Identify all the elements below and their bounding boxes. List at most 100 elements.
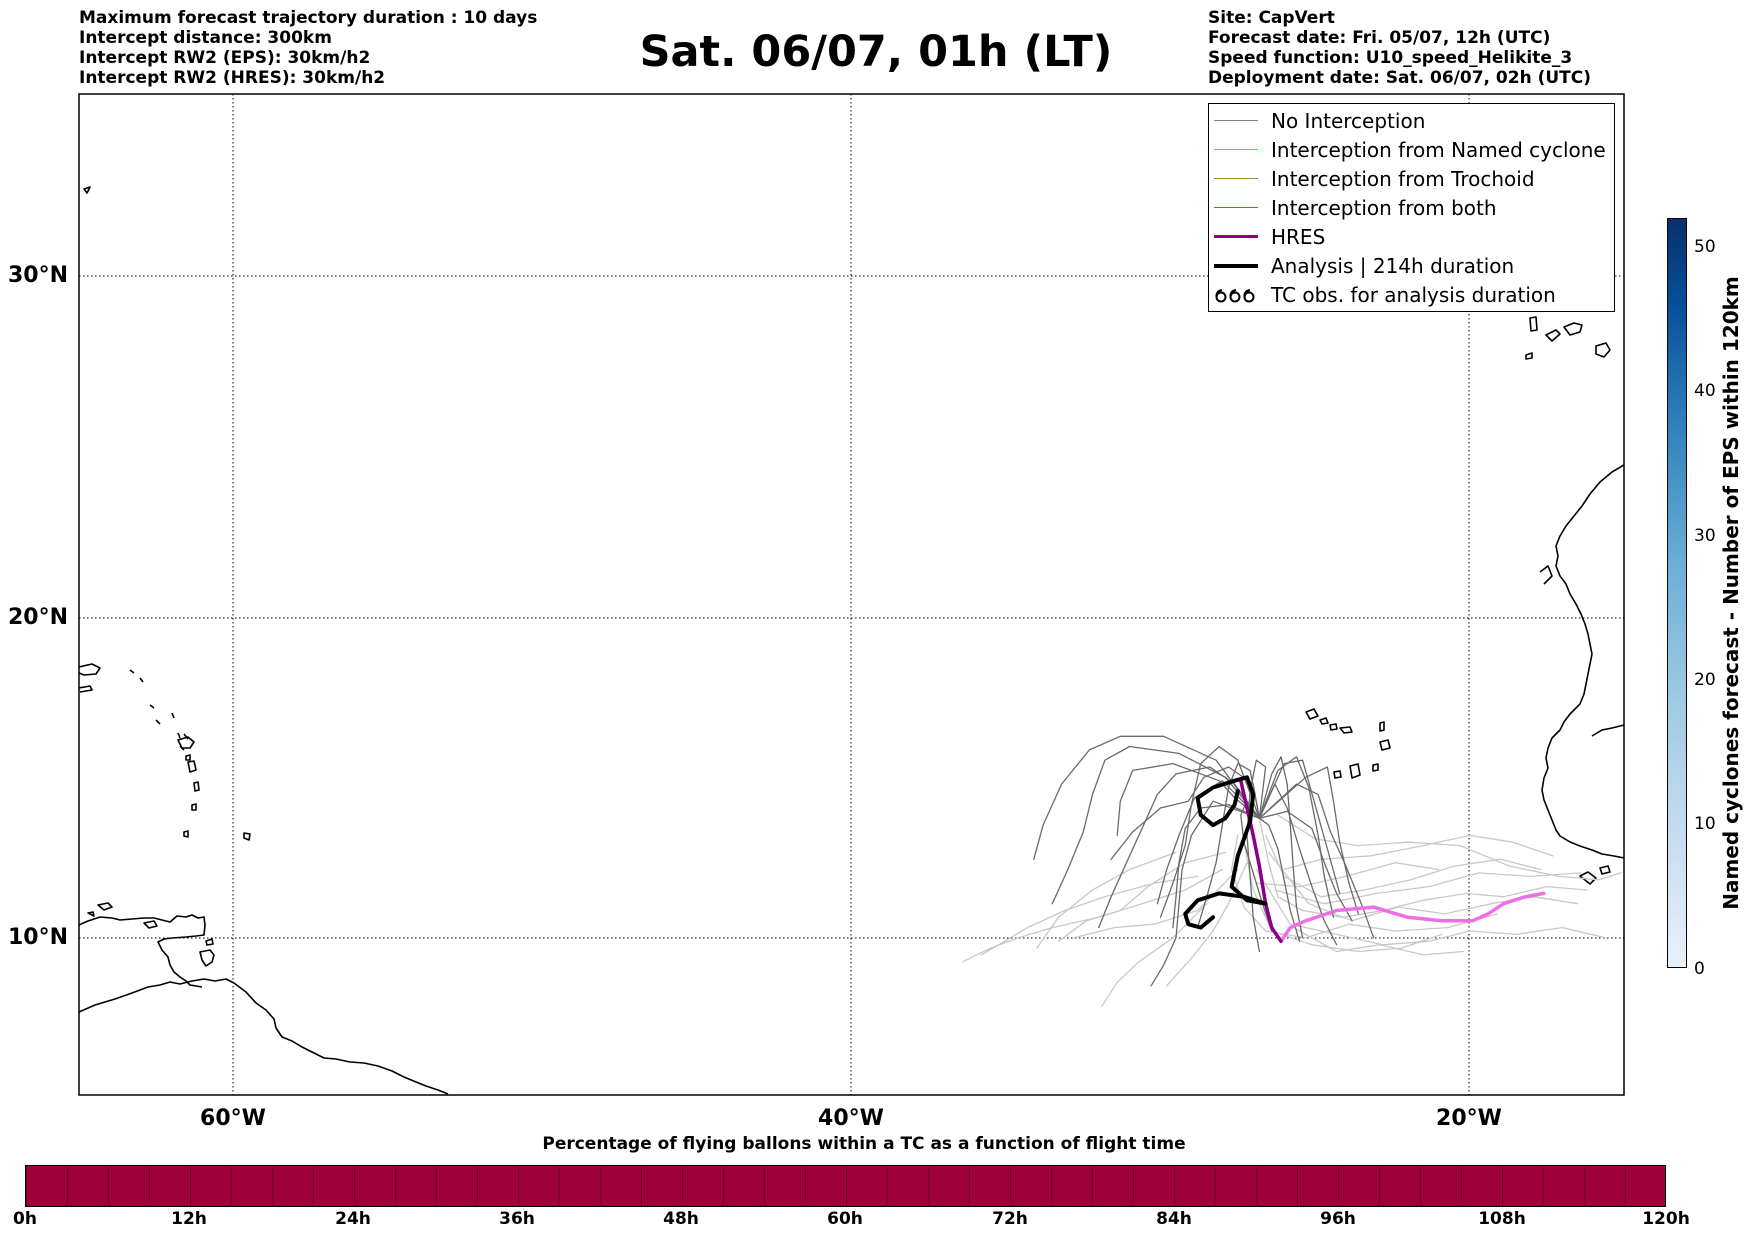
colorbar-right-tick: 10 [1694, 814, 1716, 834]
colorbar-right-tick: 40 [1694, 381, 1716, 401]
lon-label-60w: 60°W [200, 1106, 266, 1131]
coastline-canary-gran-canaria [1595, 342, 1611, 358]
coastline-pr [79, 663, 101, 676]
coastline-vi [79, 685, 93, 693]
coastline-canary-gomera [1525, 352, 1533, 360]
legend-label: Analysis | 214h duration [1271, 254, 1515, 278]
coastline-cv-sao-nicolau [1339, 726, 1353, 734]
header-line: Forecast date: Fri. 05/07, 12h (UTC) [1208, 28, 1551, 48]
dark-trajectory-line [1258, 766, 1359, 915]
coastline-canary-tenerife [1529, 316, 1538, 332]
dark-trajectory-line [1258, 783, 1375, 939]
light-trajectory-line [1230, 834, 1498, 939]
coastline-bermuda [83, 186, 91, 194]
lon-label-20w: 20°W [1436, 1106, 1502, 1131]
colorbar-right-tick: 30 [1694, 526, 1716, 546]
coastline-st-vincent [191, 803, 197, 811]
coastline-margarita [143, 920, 158, 929]
coastline-guadeloupe [177, 736, 195, 749]
hres-head-line [1239, 778, 1283, 944]
colorbar-bottom-tick: 72h [992, 1209, 1028, 1229]
coastline-tobago [205, 938, 214, 946]
light-trajectory-line [1101, 903, 1208, 1007]
coastline-cv-maio [1372, 763, 1379, 772]
colorbar-bottom-tick: 12h [171, 1209, 207, 1229]
dark-trajectory-line [1258, 756, 1304, 939]
colorbar-bottom-tick: 84h [1156, 1209, 1192, 1229]
colorbar-right [1667, 218, 1687, 968]
legend-label: Interception from Named cyclone [1271, 138, 1606, 162]
dark-trajectory-line [1258, 817, 1301, 942]
coastline-africa [1541, 464, 1624, 859]
coastline-curacao [97, 902, 113, 911]
colorbar-bottom-tick: 24h [335, 1209, 371, 1229]
legend-label: TC obs. for analysis duration [1271, 283, 1556, 307]
coastline-cv-sao-vicente [1319, 717, 1329, 725]
colorbar-bottom-tick: 120h [1642, 1209, 1690, 1229]
legend-item-named-cyclone: Interception from Named cyclone [1209, 137, 1614, 163]
light-trajectory-line [1243, 841, 1443, 953]
coastline-barbados [243, 832, 251, 841]
dark-trajectory-line [1159, 745, 1261, 918]
hres-tail-line [1279, 891, 1546, 944]
map-frame [78, 93, 1625, 1096]
graticule [79, 94, 1624, 1095]
coastline-cv-santo-antao [1305, 708, 1319, 720]
legend-item-trochoid: Interception from Trochoid [1209, 166, 1614, 192]
colorbar-bottom-tick: 96h [1320, 1209, 1356, 1229]
coastline-dominica [185, 754, 191, 761]
coastline-guinea-islands [1579, 865, 1611, 885]
header-line: Maximum forecast trajectory duration : 1… [79, 8, 538, 28]
light-trajectory-line [1036, 851, 1177, 949]
legend-swatch [1214, 120, 1258, 121]
coastline-africa-inlet [1591, 724, 1624, 737]
coastline-cv-santa-luzia [1329, 723, 1338, 731]
legend-swatch [1214, 149, 1258, 150]
header-left: Maximum forecast trajectory duration : 1… [79, 8, 537, 88]
colorbar-bottom-tick: 60h [827, 1209, 863, 1229]
colorbar-right-tick: 20 [1694, 670, 1716, 690]
coastline-venezuela-coast [79, 914, 206, 988]
dark-trajectory-line [1033, 735, 1261, 860]
coastline-aruba [87, 911, 95, 917]
legend-item-tc-obs: TC obs. for analysis duration [1209, 282, 1614, 308]
coastline-martinique [187, 760, 197, 773]
light-trajectory-line [1277, 814, 1622, 881]
lat-label-10: 10°N [8, 925, 69, 950]
map-title: Sat. 06/07, 01h (LT) [639, 27, 1113, 77]
lat-label-30: 30°N [8, 263, 69, 288]
legend-label: Interception from both [1271, 196, 1497, 220]
dark-trajectory-line [1258, 783, 1338, 946]
legend-label: HRES [1271, 225, 1326, 249]
map-legend: No Interception Interception from Named … [1208, 103, 1615, 312]
colorbar-bottom-title: Percentage of flying ballons within a TC… [542, 1134, 1186, 1154]
coastline-cv-sal [1379, 721, 1385, 732]
header-line: Intercept RW2 (HRES): 30km/h2 [79, 68, 386, 88]
coastline-canary-lanzarote [1563, 322, 1583, 336]
dark-trajectory-line [1258, 756, 1335, 918]
header-line: Site: CapVert [1208, 8, 1335, 28]
dark-trajectory-line [1258, 810, 1353, 922]
colorbar-right-tick: 0 [1694, 959, 1705, 979]
light-trajectory-line [1057, 851, 1227, 942]
dark-trajectory-line [1150, 800, 1261, 987]
header-line: Deployment date: Sat. 06/07, 02h (UTC) [1208, 68, 1592, 88]
colorbar-bottom-tick: 48h [663, 1209, 699, 1229]
colorbar-bottom-tick: 0h [13, 1209, 37, 1229]
legend-item-analysis: Analysis | 214h duration [1209, 253, 1614, 279]
legend-item-hres: HRES [1209, 224, 1614, 250]
light-trajectory-line [1255, 868, 1607, 946]
legend-label: Interception from Trochoid [1271, 167, 1535, 191]
header-line: Intercept RW2 (EPS): 30km/h2 [79, 48, 371, 68]
light-trajectory-line [980, 875, 1199, 956]
legend-swatch [1214, 178, 1258, 179]
coastline-cv-santiago [1349, 763, 1361, 779]
light-trajectory-line [1274, 872, 1582, 905]
header-line: Speed function: U10_speed_Helikite_3 [1208, 48, 1573, 68]
colorbar-right-label: Named cyclones forecast - Number of EPS … [1719, 276, 1743, 910]
colorbar-right-tick: 50 [1694, 237, 1716, 257]
legend-swatch [1214, 207, 1258, 208]
legend-item-both: Interception from both [1209, 195, 1614, 221]
coastline-cv-boa-vista [1379, 739, 1391, 751]
analysis-line [1183, 775, 1268, 930]
